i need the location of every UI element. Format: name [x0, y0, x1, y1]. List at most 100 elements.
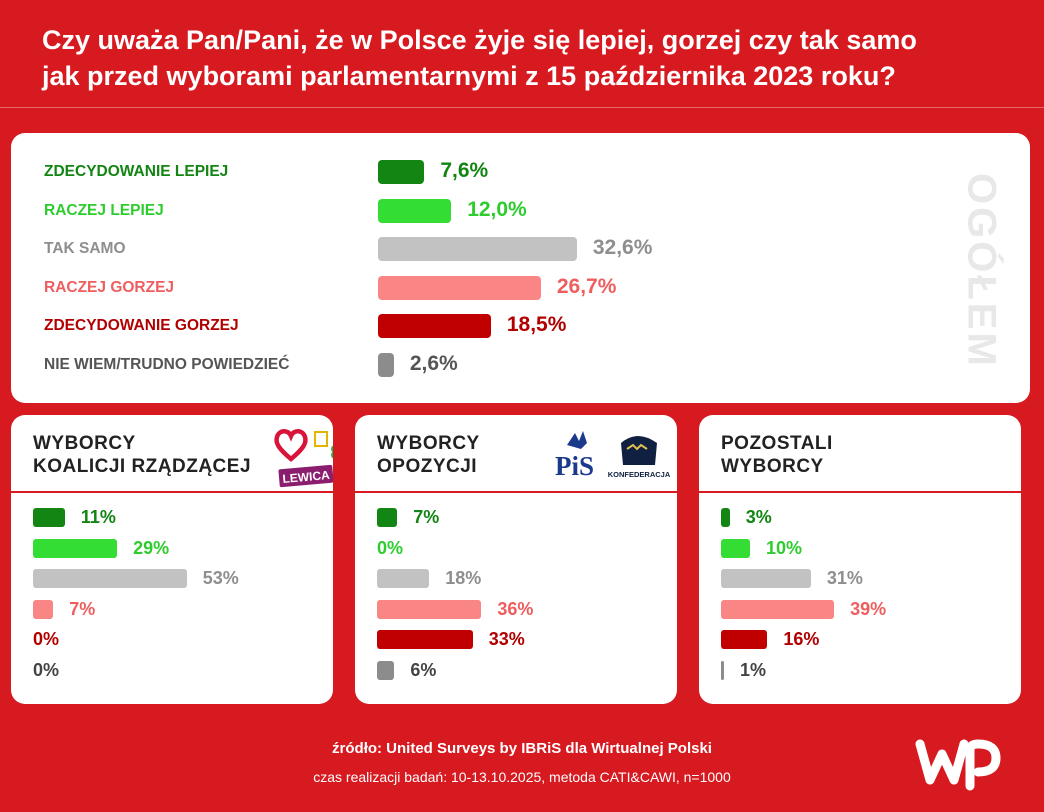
page-title: Czy uważa Pan/Pani, że w Polsce żyje się…: [42, 22, 1022, 94]
coalition-voters-title-line-2: KOALICJI RZĄDZĄCEJ: [33, 456, 252, 477]
sub-row: 3%: [699, 506, 1021, 530]
opposition-party-logos: PiS KONFEDERACJA: [555, 431, 671, 481]
sub-bar: [377, 599, 482, 619]
overall-bar: [378, 198, 452, 223]
overall-value-label: 32,6%: [592, 236, 653, 260]
sub-bar: [33, 569, 187, 589]
sub-value-label: 39%: [850, 598, 887, 619]
sub-row: 0%: [11, 628, 333, 652]
overall-category-label: TAK SAMO: [44, 240, 126, 258]
sub-bar: [721, 630, 768, 650]
overall-value-label: 18,5%: [506, 313, 567, 337]
sub-row: 6%: [355, 659, 677, 683]
sub-value-label: 11%: [80, 507, 116, 527]
overall-bar: [378, 237, 577, 262]
sub-value-label: 1%: [740, 660, 767, 680]
sub-value-label: 0%: [33, 660, 60, 680]
opposition-voters-header: WYBORCY OPOZYCJI PiS KONFEDERACJA: [355, 415, 677, 493]
opposition-voters-title: WYBORCY OPOZYCJI: [377, 432, 480, 478]
overall-label: OGÓŁEM: [941, 153, 1021, 389]
sub-value-label: 6%: [410, 660, 437, 680]
opposition-voters-title-line-2: OPOZYCJI: [377, 456, 478, 477]
overall-chart-card: ZDECYDOWANIE LEPIEJ 7,6% RACZEJ LEPIEJ 12,0…: [11, 133, 1030, 403]
overall-category-label: RACZEJ LEPIEJ: [44, 201, 164, 219]
source-text: źródło: United Surveys by IBRiS dla Wirt…: [332, 740, 712, 757]
coalition-voters-card: WYBORCY KOALICJI RZĄDZĄCEJ LEWICA 11% 29%…: [11, 415, 333, 704]
coalition-voters-title-line-1: WYBORCY: [33, 433, 136, 454]
overall-row: RACZEJ GORZEJ 26,7%: [11, 273, 931, 303]
overall-bar: [378, 275, 541, 300]
overall-row: ZDECYDOWANIE GORZEJ 18,5%: [11, 311, 931, 341]
title-separator: [0, 107, 1044, 108]
sub-bar: [721, 508, 730, 527]
sub-value-label: 29%: [133, 537, 170, 558]
sub-row: 7%: [355, 506, 677, 530]
coalition-voters-title: WYBORCY KOALICJI RZĄDZĄCEJ: [33, 432, 251, 478]
coalition-voters-header: WYBORCY KOALICJI RZĄDZĄCEJ LEWICA: [11, 415, 333, 493]
sub-row: 33%: [355, 628, 677, 652]
sub-value-label: 7%: [413, 507, 440, 527]
overall-label-text: OGÓŁEM: [959, 173, 1004, 369]
title-line-2: jak przed wyborami parlamentarnymi z 15 …: [42, 61, 896, 91]
sub-value-label: 53%: [202, 568, 239, 589]
sub-row: 0%: [355, 537, 677, 561]
pis-eagle-icon: [567, 431, 587, 449]
sub-value-label: 10%: [766, 537, 803, 558]
pis-logo-text: PiS: [555, 451, 594, 481]
konfederacja-logo-text: KONFEDERACJA: [608, 470, 671, 479]
method-text: czas realizacji badań: 10-13.10.2025, me…: [313, 769, 731, 785]
sub-row: 16%: [699, 628, 1021, 652]
sub-row: 31%: [699, 567, 1021, 591]
sub-bar: [33, 508, 65, 527]
overall-category-label: ZDECYDOWANIE GORZEJ: [44, 317, 239, 335]
sub-row: 0%: [11, 659, 333, 683]
opposition-voters-card: WYBORCY OPOZYCJI PiS KONFEDERACJA 7% 0% 18…: [355, 415, 677, 704]
overall-row: TAK SAMO 32,6%: [11, 234, 931, 264]
sub-row: 36%: [355, 598, 677, 622]
overall-bar: [378, 160, 425, 184]
sub-bar: [721, 569, 811, 589]
sub-row: 7%: [11, 598, 333, 622]
title-line-1: Czy uważa Pan/Pani, że w Polsce żyje się…: [42, 25, 917, 55]
opposition-voters-title-line-1: WYBORCY: [377, 433, 480, 454]
sub-value-label: 16%: [783, 629, 820, 650]
sub-bar: [377, 569, 430, 589]
overall-category-label: ZDECYDOWANIE LEPIEJ: [44, 163, 229, 180]
sub-value-label: 31%: [826, 568, 863, 589]
other-voters-title-line-2: WYBORCY: [721, 456, 824, 477]
other-voters-title: POZOSTALI WYBORCY: [721, 432, 833, 478]
overall-bar: [378, 314, 491, 339]
sub-bar: [721, 599, 835, 619]
sub-bar: [377, 661, 395, 680]
other-voters-title-line-1: POZOSTALI: [721, 433, 833, 454]
lewica-logo-text: LEWICA: [282, 468, 331, 486]
sub-bar: [721, 538, 750, 558]
overall-value-label: 2,6%: [409, 352, 458, 375]
clover-logo-icon: [331, 445, 333, 459]
other-voters-card: POZOSTALI WYBORCY 3% 10% 31% 39% 16% 1%: [699, 415, 1021, 704]
sub-row: 29%: [11, 537, 333, 561]
sub-bar: [721, 661, 724, 680]
sub-row: 39%: [699, 598, 1021, 622]
konfederacja-logo-icon: [621, 436, 657, 465]
overall-value-label: 26,7%: [556, 274, 617, 298]
sub-value-label: 0%: [33, 629, 60, 650]
overall-category-label: NIE WIEM/TRUDNO POWIEDZIEĆ: [44, 356, 290, 373]
overall-row: RACZEJ LEPIEJ 12,0%: [11, 196, 931, 226]
sub-bar: [33, 538, 118, 558]
coalition-party-logos: LEWICA: [274, 429, 333, 488]
wp-logo-icon: [915, 739, 1001, 791]
sub-row: 11%: [11, 506, 333, 530]
sub-row: 53%: [11, 567, 333, 591]
overall-value-label: 7,6%: [440, 159, 489, 182]
sub-value-label: 0%: [377, 537, 404, 558]
sub-value-label: 7%: [69, 598, 96, 619]
sub-value-label: 18%: [445, 568, 482, 589]
overall-value-label: 12,0%: [467, 197, 527, 221]
sub-bar: [33, 599, 54, 619]
sub-row: 10%: [699, 537, 1021, 561]
sub-value-label: 33%: [488, 629, 525, 650]
sub-value-label: 3%: [745, 507, 772, 527]
sub-value-label: 36%: [497, 598, 534, 619]
sub-row: 18%: [355, 567, 677, 591]
